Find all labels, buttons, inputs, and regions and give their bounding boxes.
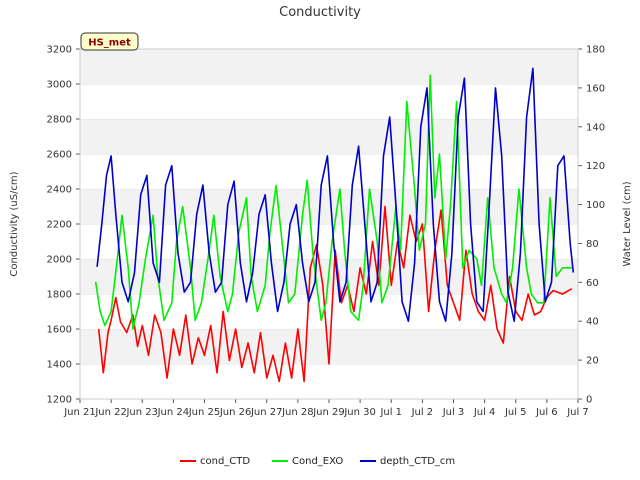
- series-line-cond-exo: [94, 74, 572, 330]
- x-tick-label: Jun 21: [63, 407, 96, 418]
- series-line-cond-ctd: [97, 205, 573, 383]
- x-tick-label: Jul 4: [473, 407, 496, 418]
- x-tick-label: Jul 7: [566, 407, 589, 418]
- y-tick-label: 1400: [47, 360, 72, 371]
- station-badge-box: [80, 32, 139, 51]
- station-badge: HS_met: [80, 32, 139, 51]
- legend-label-depth-ctd: depth_CTD_cm: [380, 456, 455, 467]
- x-tick-label: Jul 1: [379, 407, 402, 418]
- x-tick-label: Jun 24: [157, 407, 190, 418]
- station-label: HS_met: [88, 38, 131, 49]
- y-axis-right: 0 20 40 60 80 100 120 140 160 180: [578, 45, 605, 406]
- y-axis-left: 1200 1400 1600 1800 2000 2200 2400 2600 2800 3000…: [47, 45, 80, 406]
- legend-label-cond-exo: Cond_EXO: [292, 456, 343, 467]
- legend-label-cond-ctd: cond_CTD: [200, 456, 250, 467]
- legend: cond_CTD Cond_EXO depth_CTD_cm: [180, 456, 455, 467]
- plot-frame: [79, 48, 579, 400]
- y2-tick-label: 100: [586, 200, 605, 211]
- grid-band: [80, 119, 578, 154]
- x-tick-label: Jun 23: [125, 407, 158, 418]
- x-tick-label: Jun 22: [94, 407, 127, 418]
- y-tick-label: 2200: [47, 220, 72, 231]
- y2-tick-label: 80: [586, 239, 599, 250]
- y-axis-label: Conductivity (uS/cm): [9, 171, 20, 276]
- chart-title: Conductivity: [279, 5, 361, 20]
- y-tick-label: 1800: [47, 290, 72, 301]
- y-tick-label: 1200: [47, 395, 72, 406]
- y2-tick-label: 40: [586, 317, 599, 328]
- grid-band: [80, 364, 578, 399]
- y2-tick-label: 120: [586, 161, 605, 172]
- grid-band: [80, 49, 578, 84]
- y-tick-label: 3000: [47, 80, 72, 91]
- x-tick-label: Jul 6: [535, 407, 558, 418]
- x-tick-label: Jul 3: [442, 407, 465, 418]
- y-tick-label: 2800: [47, 115, 72, 126]
- x-tick-label: Jun 27: [250, 407, 283, 418]
- y2-tick-label: 20: [586, 356, 599, 367]
- y2-tick-label: 0: [586, 395, 592, 406]
- x-tick-label: Jun 28: [281, 407, 314, 418]
- y-tick-label: 2600: [47, 150, 72, 161]
- series-lines: [94, 67, 575, 383]
- x-tick-label: Jul 5: [504, 407, 527, 418]
- y-tick-label: 2400: [47, 185, 72, 196]
- x-tick-label: Jun 30: [343, 407, 376, 418]
- y2-tick-label: 160: [586, 83, 605, 94]
- x-tick-label: Jun 26: [219, 407, 252, 418]
- y2-tick-label: 180: [586, 45, 605, 56]
- grid-band: [80, 84, 578, 119]
- x-tick-label: Jun 29: [312, 407, 345, 418]
- y2-tick-label: 140: [586, 122, 605, 133]
- y-tick-label: 1600: [47, 325, 72, 336]
- grid-band: [80, 294, 578, 329]
- x-tick-label: Jul 2: [411, 407, 434, 418]
- y-tick-label: 2000: [47, 255, 72, 266]
- y2-axis-label: Water Level (cm): [622, 181, 633, 266]
- x-tick-label: Jun 25: [188, 407, 221, 418]
- x-axis: Jun 21 Jun 22 Jun 23 Jun 24 Jun 25 Jun 26 Jun …: [63, 399, 589, 418]
- series-line-depth-ctd-cm: [96, 67, 575, 323]
- y2-tick-label: 60: [586, 278, 599, 289]
- y-tick-label: 3200: [47, 45, 72, 56]
- grid-bands: [80, 48, 578, 399]
